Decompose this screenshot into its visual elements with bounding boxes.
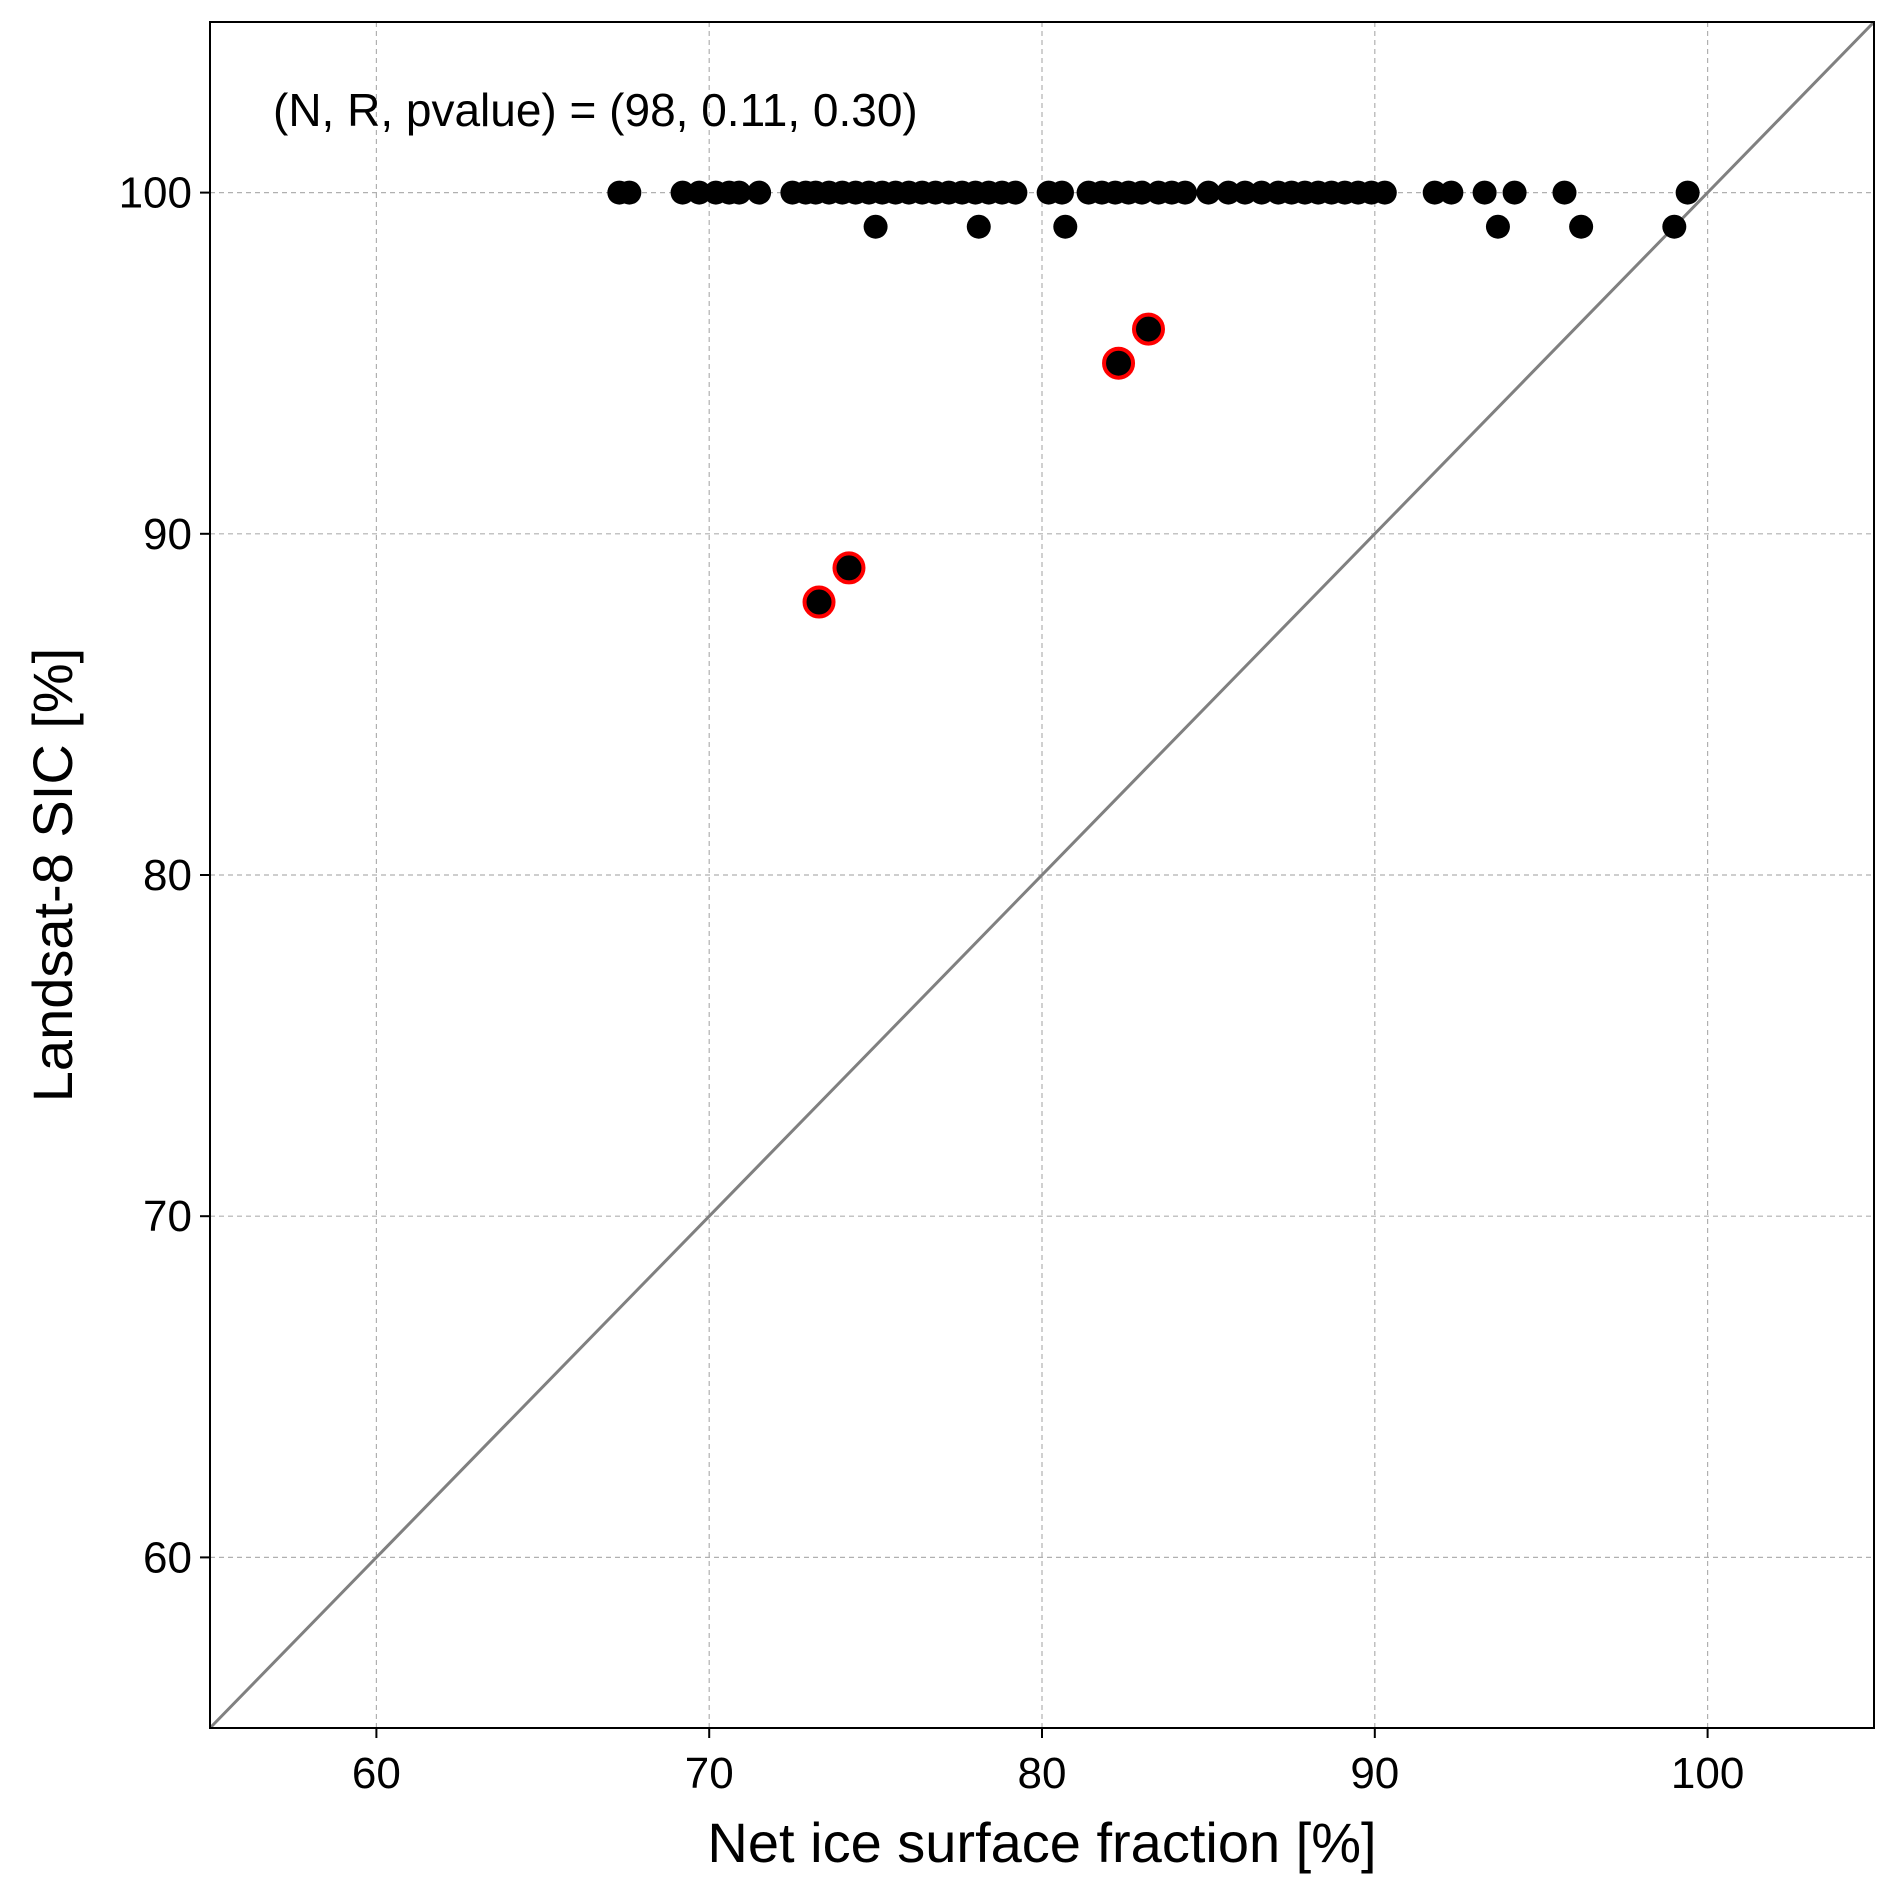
highlighted-data-point: [1131, 312, 1165, 346]
highlighted-data-point: [802, 585, 836, 619]
reference-line-group: [208, 20, 1876, 1730]
data-point: [1422, 180, 1447, 205]
x-axis-label: Net ice surface fraction [%]: [707, 1811, 1376, 1874]
x-tick-label: 60: [352, 1749, 401, 1798]
data-point: [747, 180, 772, 205]
data-point: [1372, 180, 1397, 205]
y-tick-label: 60: [143, 1533, 192, 1582]
data-point: [1129, 180, 1154, 205]
data-point: [1569, 214, 1594, 239]
data-point: [1233, 180, 1258, 205]
data-point: [1216, 180, 1241, 205]
data-point: [966, 214, 991, 239]
data-point: [1662, 214, 1687, 239]
y-tick-label: 100: [119, 169, 192, 218]
data-point: [1196, 180, 1221, 205]
data-points: [607, 180, 1700, 619]
x-tick-label: 100: [1671, 1749, 1744, 1798]
data-point: [1552, 180, 1577, 205]
data-point: [1485, 214, 1510, 239]
highlighted-data-point: [1102, 346, 1136, 380]
data-point: [1439, 180, 1464, 205]
data-point: [1472, 180, 1497, 205]
x-tick-label: 90: [1350, 1749, 1399, 1798]
data-point: [1502, 180, 1527, 205]
data-point: [1249, 180, 1274, 205]
data-point: [1049, 180, 1074, 205]
one-to-one-line: [208, 20, 1876, 1730]
data-point: [1003, 180, 1028, 205]
y-tick-label: 80: [143, 851, 192, 900]
data-point: [863, 214, 888, 239]
y-tick-label: 90: [143, 510, 192, 559]
y-tick-label: 70: [143, 1192, 192, 1241]
x-tick-label: 80: [1018, 1749, 1067, 1798]
stats-annotation: (N, R, pvalue) = (98, 0.11, 0.30): [273, 84, 918, 136]
y-axis-ticks: 60 70 80 90 100: [119, 169, 210, 1582]
data-point: [687, 180, 712, 205]
y-axis-label: Landsat-8 SIC [%]: [21, 648, 84, 1102]
data-point: [1675, 180, 1700, 205]
data-point: [1053, 214, 1078, 239]
highlighted-data-point: [832, 551, 866, 585]
data-point: [1173, 180, 1198, 205]
x-tick-label: 70: [685, 1749, 734, 1798]
x-axis-ticks: 60 70 80 90 100: [352, 1728, 1744, 1798]
data-point: [670, 180, 695, 205]
data-point: [727, 180, 752, 205]
data-point: [617, 180, 642, 205]
